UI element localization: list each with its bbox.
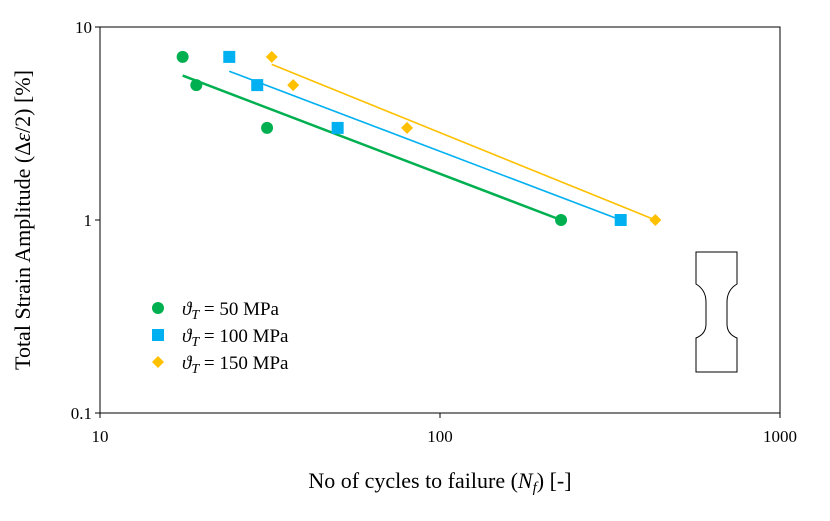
data-point-square	[251, 79, 264, 92]
specimen-sketch-icon	[695, 251, 738, 373]
x-tick-label: 1000	[763, 427, 797, 446]
data-point-square	[223, 50, 236, 63]
data-point-square	[614, 214, 627, 226]
x-tick-label: 10	[92, 427, 109, 446]
trend-lines	[182, 63, 656, 222]
axis-ticks: 10 100 1000 0.1 1 10	[71, 18, 797, 446]
legend-label-100: ϑT = 100 MPa	[182, 326, 289, 350]
data-point-diamond	[401, 121, 414, 134]
data-point-square	[331, 121, 344, 134]
data-point-circle	[261, 121, 274, 134]
data-point-diamond	[649, 214, 662, 226]
legend-label-150: ϑT = 150 MPa	[182, 353, 289, 377]
y-axis-title: Total Strain Amplitude (Δε/2) [%]	[10, 70, 35, 370]
data-point-circle	[176, 50, 189, 63]
x-axis-title: No of cycles to failure (Nf) [-]	[308, 468, 571, 496]
x-tick-label: 100	[427, 427, 453, 446]
trend-line-circle	[182, 74, 562, 222]
data-point-diamond	[287, 79, 300, 92]
legend-label-50: ϑT = 50 MPa	[182, 299, 280, 323]
y-tick-label: 1	[84, 211, 93, 230]
y-tick-label: 0.1	[71, 404, 92, 423]
trend-line-square	[228, 70, 621, 221]
data-point-circle	[190, 79, 203, 92]
legend: ϑT = 50 MPa ϑT = 100 MPa ϑT = 150 MPa	[152, 299, 289, 377]
data-points	[176, 50, 662, 226]
data-point-diamond	[265, 50, 278, 63]
trend-line-diamond	[271, 63, 656, 221]
data-point-circle	[555, 214, 568, 226]
legend-marker-circle	[152, 302, 164, 314]
legend-marker-square	[152, 329, 164, 341]
legend-marker-diamond	[152, 356, 164, 368]
y-tick-label: 10	[75, 18, 92, 37]
